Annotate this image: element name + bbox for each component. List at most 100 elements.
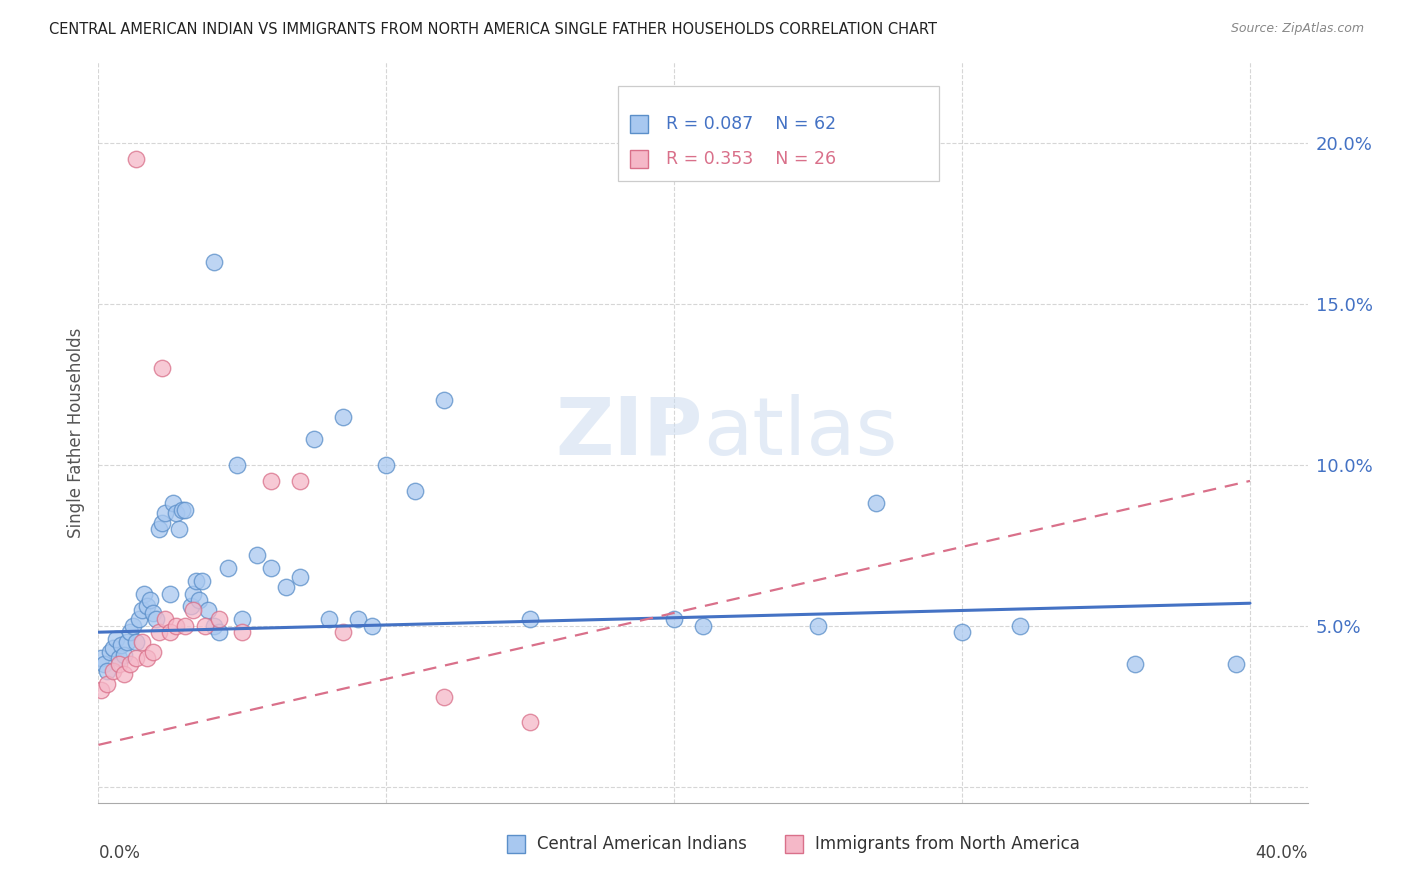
Point — [173, 503, 195, 517]
Point — [361, 619, 384, 633]
Point — [128, 612, 150, 626]
Point — [142, 644, 165, 658]
Point — [692, 619, 714, 633]
Y-axis label: Single Father Households: Single Father Households — [66, 327, 84, 538]
Point — [194, 619, 217, 633]
Point — [288, 474, 311, 488]
Point — [246, 548, 269, 562]
Point — [202, 619, 225, 633]
Point — [208, 612, 231, 626]
Point — [332, 625, 354, 640]
Point — [131, 635, 153, 649]
Point — [96, 664, 118, 678]
Point — [134, 586, 156, 600]
Point — [183, 586, 205, 600]
Point — [225, 458, 247, 472]
Point — [288, 570, 311, 584]
Point — [98, 644, 121, 658]
Point — [519, 715, 541, 730]
Point — [120, 657, 142, 672]
Point — [139, 593, 162, 607]
Point — [101, 664, 124, 678]
Point — [107, 657, 129, 672]
Point — [318, 612, 340, 626]
Point — [110, 638, 132, 652]
Point — [433, 393, 456, 408]
Point — [170, 503, 193, 517]
Text: atlas: atlas — [703, 393, 897, 472]
Text: 0.0%: 0.0% — [98, 844, 141, 862]
Point — [150, 516, 173, 530]
Point — [865, 496, 887, 510]
Point — [807, 619, 830, 633]
Point — [231, 612, 253, 626]
Point — [125, 651, 148, 665]
Point — [260, 474, 283, 488]
Point — [180, 599, 202, 614]
Point — [950, 625, 973, 640]
Point — [197, 602, 219, 616]
Point — [404, 483, 426, 498]
Point — [183, 602, 205, 616]
Point — [165, 506, 187, 520]
Point — [120, 625, 142, 640]
Text: Central American Indians: Central American Indians — [537, 835, 747, 853]
Point — [191, 574, 214, 588]
Point — [112, 648, 135, 662]
Text: R = 0.353    N = 26: R = 0.353 N = 26 — [665, 150, 835, 168]
Point — [159, 625, 181, 640]
Point — [90, 651, 112, 665]
Point — [145, 612, 167, 626]
Point — [188, 593, 211, 607]
Point — [173, 619, 195, 633]
Point — [186, 574, 208, 588]
Point — [122, 619, 145, 633]
Point — [519, 612, 541, 626]
Point — [93, 657, 115, 672]
Point — [208, 625, 231, 640]
FancyBboxPatch shape — [619, 87, 939, 181]
Point — [148, 522, 170, 536]
Text: R = 0.087    N = 62: R = 0.087 N = 62 — [665, 115, 835, 133]
Point — [150, 361, 173, 376]
Text: 40.0%: 40.0% — [1256, 844, 1308, 862]
Text: CENTRAL AMERICAN INDIAN VS IMMIGRANTS FROM NORTH AMERICA SINGLE FATHER HOUSEHOLD: CENTRAL AMERICAN INDIAN VS IMMIGRANTS FR… — [49, 22, 938, 37]
Point — [304, 432, 326, 446]
Point — [202, 255, 225, 269]
Point — [153, 506, 176, 520]
Point — [96, 676, 118, 690]
Point — [112, 667, 135, 681]
Point — [375, 458, 398, 472]
Point — [125, 152, 148, 166]
Point — [165, 619, 187, 633]
Point — [136, 651, 159, 665]
Point — [162, 496, 184, 510]
Point — [217, 561, 239, 575]
Point — [148, 625, 170, 640]
Point — [125, 635, 148, 649]
Text: Immigrants from North America: Immigrants from North America — [815, 835, 1080, 853]
Point — [664, 612, 686, 626]
Point — [131, 602, 153, 616]
Text: ZIP: ZIP — [555, 393, 703, 472]
Point — [107, 651, 129, 665]
Point — [142, 606, 165, 620]
Point — [332, 409, 354, 424]
Point — [1008, 619, 1031, 633]
Point — [346, 612, 368, 626]
Point — [153, 612, 176, 626]
Point — [231, 625, 253, 640]
Point — [136, 599, 159, 614]
Point — [1123, 657, 1146, 672]
Point — [159, 586, 181, 600]
Point — [115, 635, 138, 649]
Point — [167, 522, 190, 536]
Point — [274, 580, 297, 594]
Point — [1225, 657, 1247, 672]
Point — [101, 641, 124, 656]
Point — [90, 683, 112, 698]
Point — [260, 561, 283, 575]
Text: Source: ZipAtlas.com: Source: ZipAtlas.com — [1230, 22, 1364, 36]
Point — [433, 690, 456, 704]
Point — [104, 632, 127, 646]
